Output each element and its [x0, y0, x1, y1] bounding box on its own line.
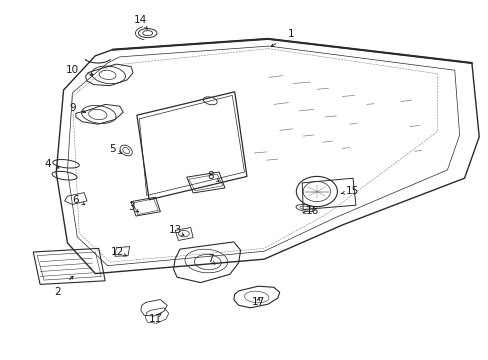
Text: 16: 16	[305, 206, 318, 216]
Text: 1: 1	[287, 29, 294, 39]
Text: 3: 3	[127, 202, 134, 212]
Text: 9: 9	[69, 103, 76, 113]
Text: 10: 10	[66, 65, 79, 75]
Text: 4: 4	[44, 159, 51, 169]
Text: 2: 2	[54, 287, 61, 297]
Text: 14: 14	[134, 15, 147, 25]
Text: 11: 11	[148, 314, 162, 324]
Text: 7: 7	[206, 254, 213, 264]
Text: 12: 12	[110, 247, 124, 257]
Text: 17: 17	[251, 297, 264, 307]
Text: 5: 5	[109, 144, 116, 154]
Text: 8: 8	[206, 171, 213, 181]
Text: 6: 6	[72, 195, 79, 205]
Text: 15: 15	[345, 186, 358, 196]
Text: 13: 13	[168, 225, 182, 235]
